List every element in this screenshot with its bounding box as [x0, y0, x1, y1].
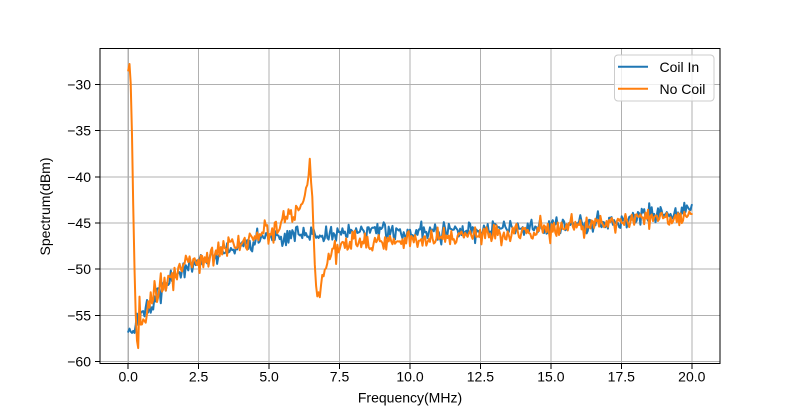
svg-text:10.0: 10.0 [396, 369, 423, 385]
svg-text:−55: −55 [67, 307, 91, 323]
svg-text:5.0: 5.0 [259, 369, 279, 385]
svg-text:7.5: 7.5 [330, 369, 350, 385]
svg-text:−60: −60 [67, 354, 91, 370]
svg-text:No Coil: No Coil [660, 81, 706, 97]
svg-text:−50: −50 [67, 261, 91, 277]
svg-text:0.0: 0.0 [118, 369, 138, 385]
svg-text:Spectrum(dBm): Spectrum(dBm) [37, 157, 53, 255]
svg-text:−40: −40 [67, 169, 91, 185]
svg-text:17.5: 17.5 [608, 369, 635, 385]
svg-text:−35: −35 [67, 123, 91, 139]
svg-text:15.0: 15.0 [537, 369, 564, 385]
svg-text:Frequency(MHz): Frequency(MHz) [358, 390, 462, 406]
svg-text:12.5: 12.5 [467, 369, 494, 385]
svg-text:2.5: 2.5 [189, 369, 209, 385]
svg-text:−30: −30 [67, 76, 91, 92]
svg-text:Coil In: Coil In [660, 59, 700, 75]
svg-text:20.0: 20.0 [678, 369, 705, 385]
svg-text:−45: −45 [67, 215, 91, 231]
